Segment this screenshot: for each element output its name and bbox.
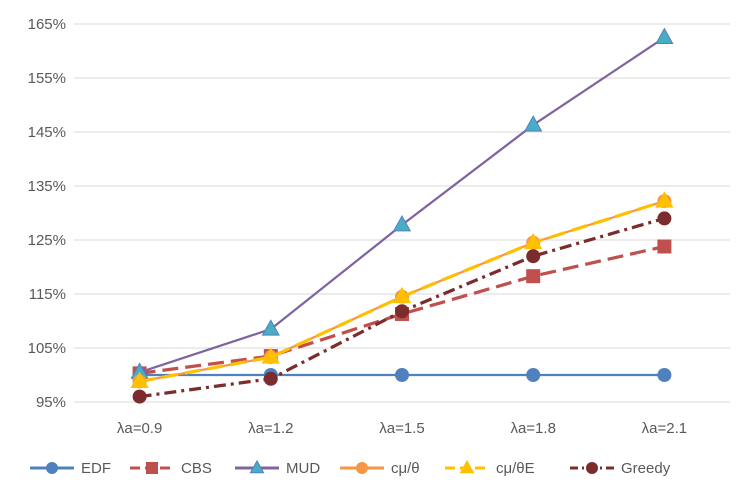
x-tick-label: λa=0.9 [117, 420, 162, 437]
data-point-edf [526, 368, 541, 382]
series-mud [130, 27, 674, 379]
data-point-cbs [657, 239, 672, 254]
legend-marker [459, 459, 475, 474]
data-point-mud [655, 27, 674, 44]
legend-marker [586, 462, 598, 474]
axes: 95% 105% 115% 125% 135% 145% 155% 165% λa=0.9 λa=… [28, 16, 688, 437]
y-tick-label: 145% [28, 124, 66, 141]
data-point-mud [524, 115, 543, 132]
x-tick-label: λa=1.5 [379, 420, 424, 437]
x-tick-label: λa=1.2 [248, 420, 293, 437]
legend-marker [46, 462, 58, 474]
legend-marker [146, 462, 158, 474]
data-point-mud [261, 319, 280, 336]
legend-item-mud: MUD [235, 459, 320, 477]
legend-label: Greedy [621, 460, 671, 477]
data-point-greedy [132, 389, 147, 404]
data-point-c-e [524, 232, 543, 250]
series-greedy [132, 211, 672, 404]
series-area [130, 27, 674, 404]
data-point-c-e [392, 286, 412, 304]
legend-marker [249, 459, 265, 474]
data-point-greedy [263, 371, 278, 386]
legend-item-cbs: CBS [130, 460, 212, 477]
legend-item-greedy: Greedy [570, 460, 671, 477]
legend-item-c-e: cμ/θE [445, 459, 535, 477]
data-point-c-e [655, 191, 674, 208]
data-point-c-e [261, 347, 280, 364]
y-tick-label: 135% [28, 178, 66, 195]
series-c-e [130, 191, 674, 388]
y-tick-label: 155% [28, 70, 66, 87]
y-tick-label: 95% [36, 394, 66, 411]
data-point-cbs [526, 269, 541, 284]
legend: EDF CBS MUD cμ/θ cμ/θE Greedy [30, 459, 671, 477]
data-point-edf [395, 368, 409, 382]
y-tick-label: 125% [28, 232, 66, 249]
y-tick-label: 115% [29, 286, 66, 303]
y-tick-label: 165% [28, 16, 66, 33]
legend-label: cμ/θE [496, 460, 535, 477]
data-point-mud [392, 215, 412, 232]
legend-label: MUD [286, 460, 320, 477]
x-tick-label: λa=2.1 [642, 420, 687, 437]
data-point-greedy [395, 304, 409, 319]
legend-marker [356, 462, 368, 474]
legend-label: CBS [181, 460, 212, 477]
data-point-c-e [130, 371, 149, 388]
series-line-cbs [139, 244, 665, 375]
legend-label: cμ/θ [391, 460, 420, 477]
legend-item-c: cμ/θ [340, 460, 420, 477]
legend-label: EDF [81, 460, 111, 477]
x-tick-label: λa=1.8 [510, 420, 555, 437]
data-point-greedy [526, 249, 541, 264]
data-point-greedy [657, 211, 672, 226]
legend-item-edf: EDF [30, 460, 111, 477]
data-point-edf [657, 368, 672, 382]
y-tick-label: 105% [28, 340, 66, 357]
